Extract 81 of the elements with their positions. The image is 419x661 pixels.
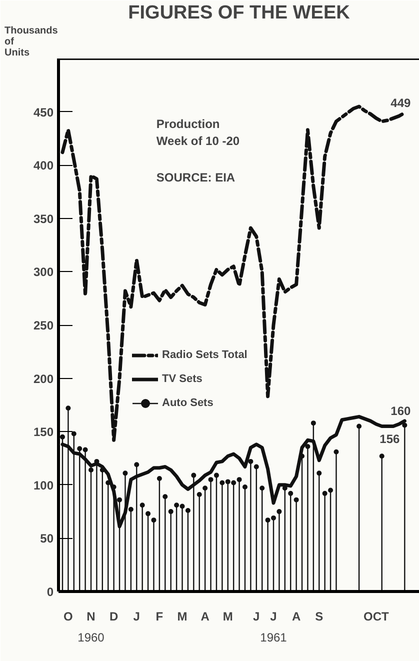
point xyxy=(265,518,270,523)
x-tick-label: J xyxy=(133,610,140,624)
y-tick-label: 250 xyxy=(33,318,54,332)
text: 1960 xyxy=(78,630,105,644)
legend-label: Auto Sets xyxy=(162,397,214,409)
point xyxy=(128,506,134,512)
x-tick-label: A xyxy=(292,610,301,624)
point xyxy=(310,420,316,426)
point xyxy=(288,490,294,496)
x-tick-label: A xyxy=(200,610,210,624)
point xyxy=(146,511,151,516)
point xyxy=(225,479,230,484)
point xyxy=(231,480,236,486)
point xyxy=(88,467,94,472)
y-tick-label: 0 xyxy=(46,585,54,599)
x-tick-label: S xyxy=(315,610,324,624)
y-tick-label: 200 xyxy=(33,372,54,386)
point xyxy=(328,488,334,493)
point xyxy=(82,447,88,452)
point xyxy=(356,424,362,429)
y-tick-label: 450 xyxy=(33,105,54,120)
point xyxy=(60,434,65,440)
x-tick-label: OCT xyxy=(363,610,390,624)
point xyxy=(316,470,322,476)
point xyxy=(220,480,225,486)
point xyxy=(156,476,162,481)
x-tick-label: N xyxy=(86,610,96,624)
point xyxy=(191,472,196,478)
y-axis-title: Thousands of Units xyxy=(4,26,58,58)
point xyxy=(322,490,328,496)
point xyxy=(202,486,208,491)
point xyxy=(180,504,185,509)
point xyxy=(214,472,219,478)
point xyxy=(122,470,128,476)
point xyxy=(254,464,259,470)
point xyxy=(402,422,408,428)
legend-label: TV Sets xyxy=(162,373,202,385)
annotation: Production Week of 10 -20 xyxy=(156,117,240,148)
x-tick-label: O xyxy=(64,610,73,624)
x-tick-label: D xyxy=(109,610,118,624)
y-tick-label: 150 xyxy=(33,425,54,440)
point xyxy=(294,497,299,502)
point xyxy=(140,502,145,508)
point xyxy=(242,484,248,490)
annotation: 449 xyxy=(390,96,411,110)
point xyxy=(66,406,71,411)
point xyxy=(168,509,174,514)
point xyxy=(162,494,168,500)
point xyxy=(236,477,242,482)
annotation: 156 xyxy=(380,432,400,446)
point xyxy=(379,454,384,459)
annotation: SOURCE: EIA xyxy=(156,170,236,184)
point xyxy=(174,502,180,508)
point xyxy=(271,515,276,520)
point xyxy=(260,486,265,491)
point xyxy=(134,462,140,468)
point xyxy=(185,508,190,513)
point xyxy=(334,449,339,454)
point xyxy=(248,458,254,464)
x-tick-label: F xyxy=(156,610,164,624)
text: 1961 xyxy=(260,630,288,644)
y-tick-label: 50 xyxy=(40,532,54,546)
y-tick-label: 400 xyxy=(33,158,54,173)
y-tick-label: 300 xyxy=(33,265,54,280)
y-tick-label: 350 xyxy=(33,212,54,226)
chart-title: FIGURES OF THE WEEK xyxy=(128,2,350,24)
annotation: 160 xyxy=(390,404,411,418)
legend-label: Radio Sets Total xyxy=(162,349,248,361)
x-tick-label: M xyxy=(177,610,188,624)
point xyxy=(208,477,214,482)
y-tick-label: 100 xyxy=(33,478,54,492)
x-tick-label: M xyxy=(222,610,233,624)
point xyxy=(117,497,122,502)
point xyxy=(71,431,76,436)
x-tick-label: J xyxy=(253,610,260,624)
point xyxy=(77,446,82,452)
point xyxy=(151,518,156,523)
point xyxy=(276,509,282,514)
point xyxy=(305,444,310,450)
point xyxy=(196,492,202,497)
x-tick-label: J xyxy=(270,610,277,624)
